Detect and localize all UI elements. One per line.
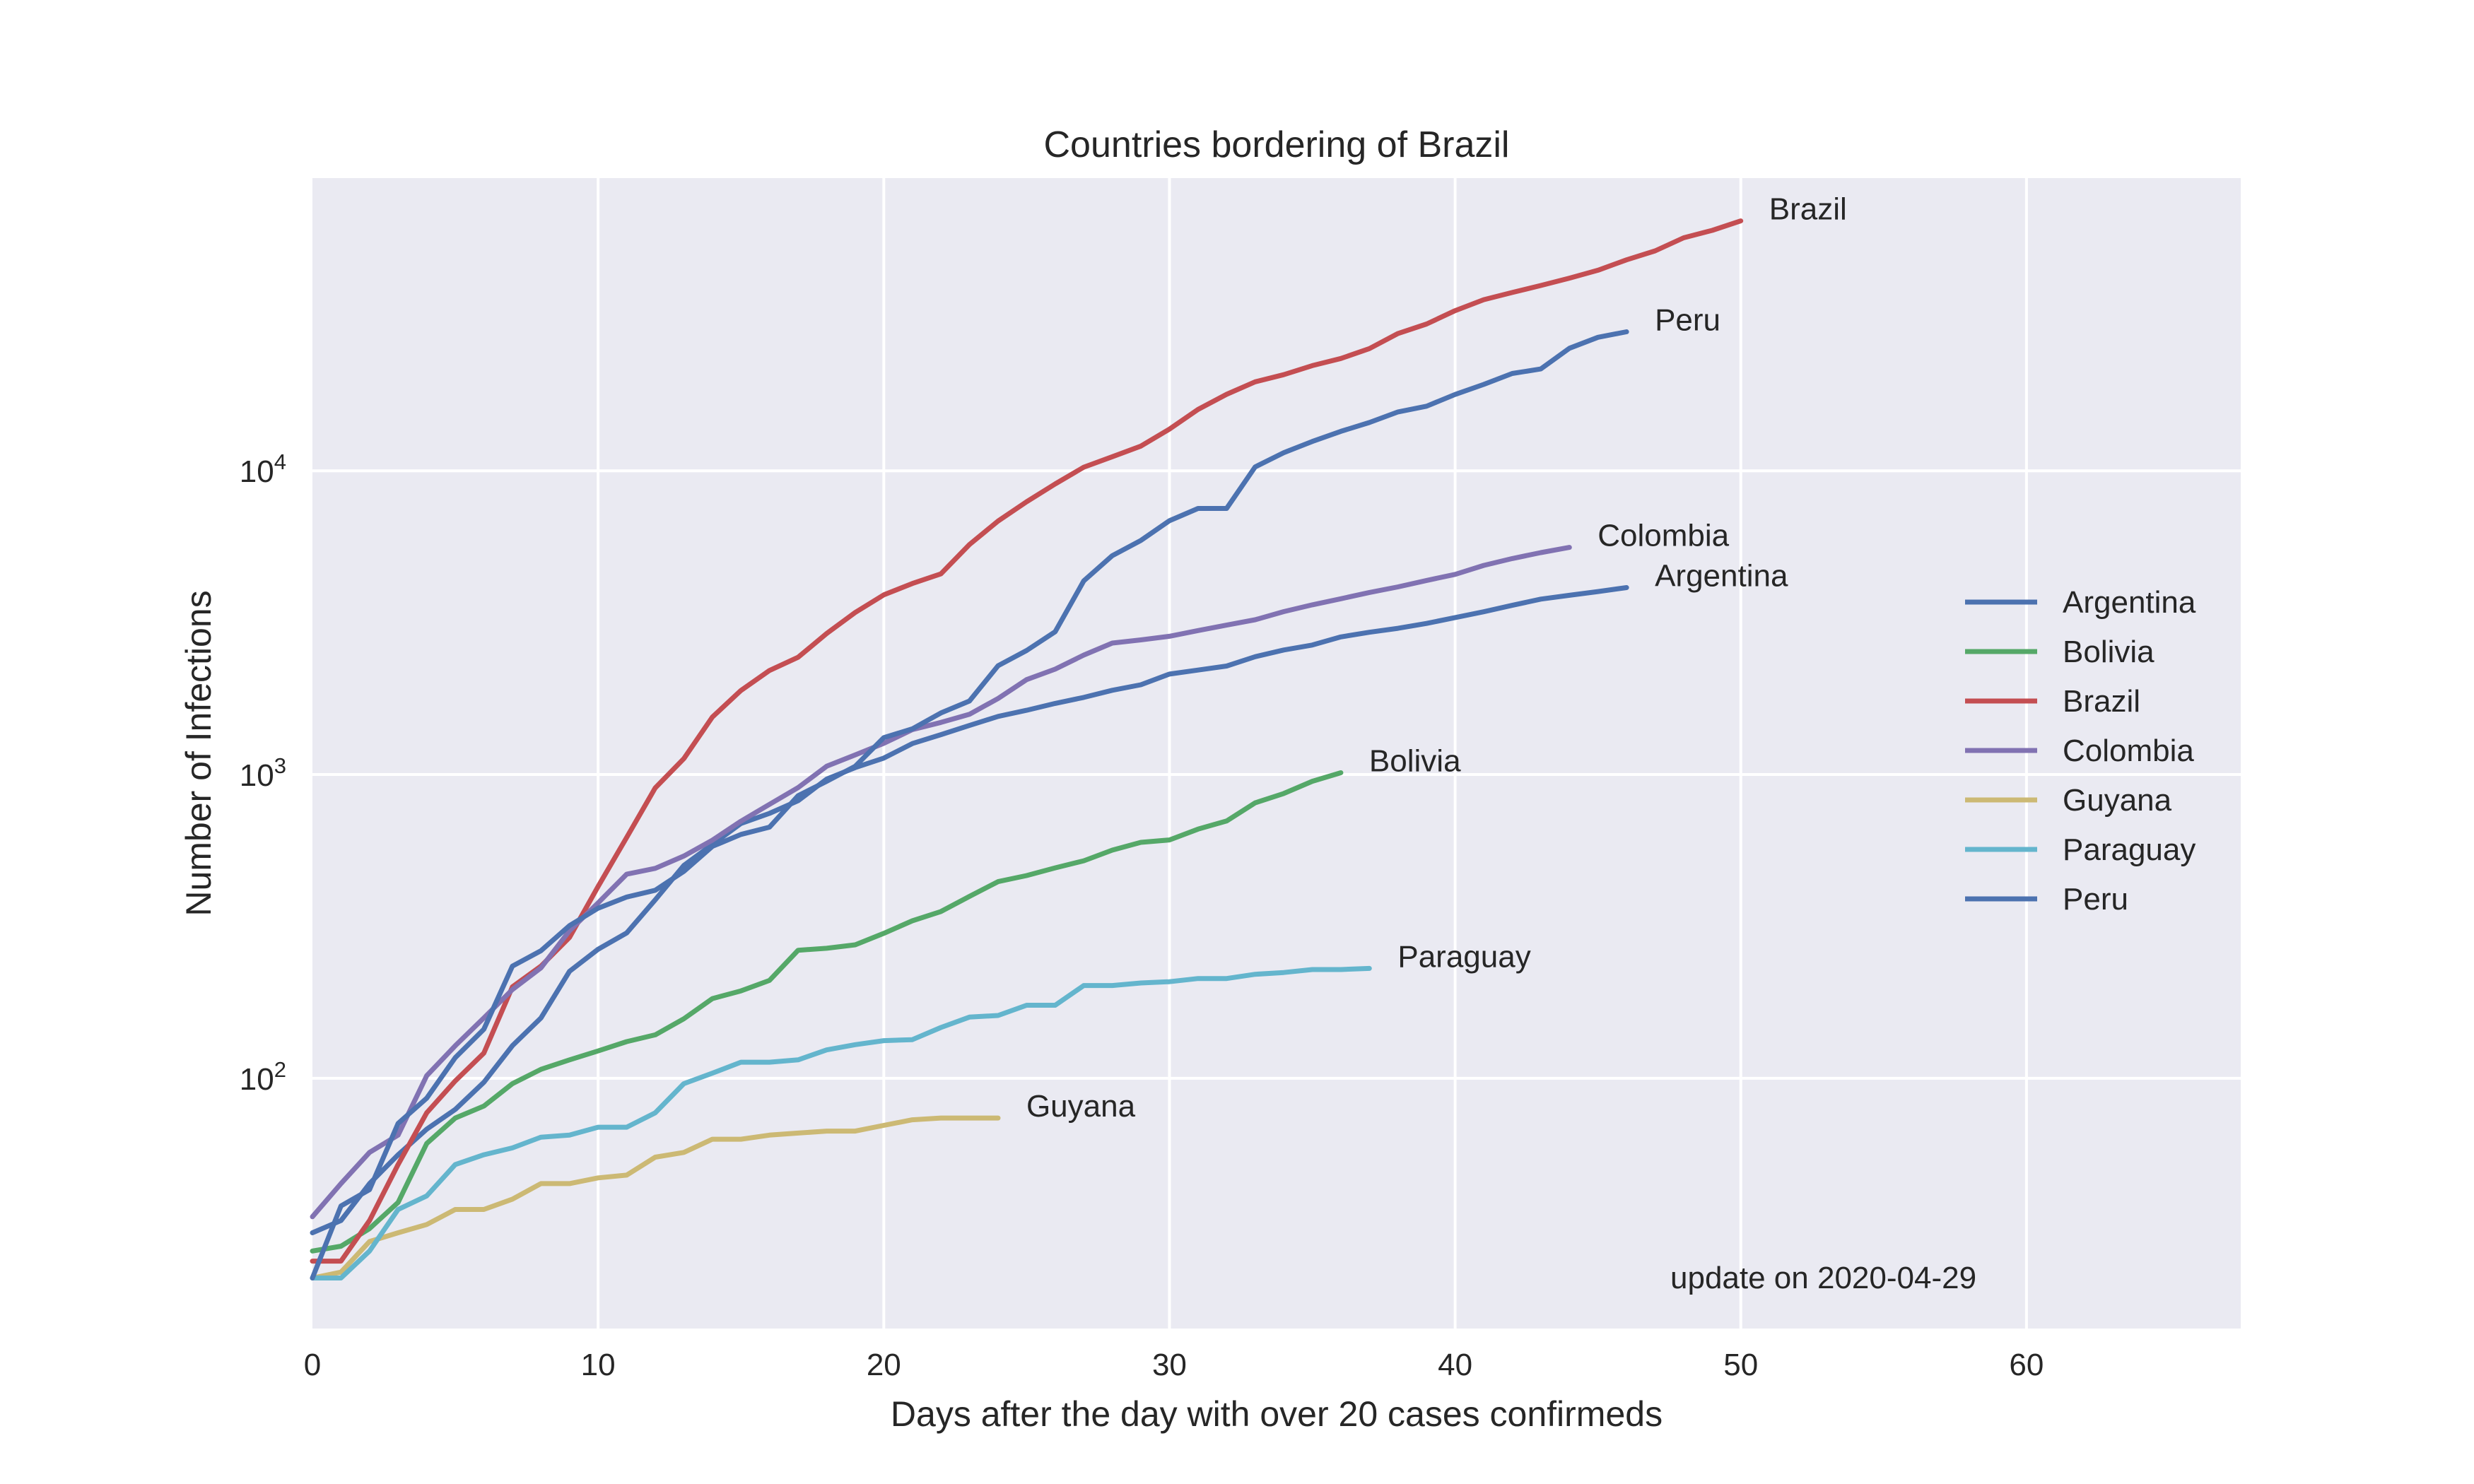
- legend-item-argentina: Argentina: [2063, 585, 2196, 620]
- x-tick-label: 20: [867, 1348, 901, 1382]
- plot-background: [312, 178, 2241, 1329]
- series-lines: [310, 218, 1744, 1280]
- y-tick-label: 102: [240, 1057, 286, 1097]
- series-label-paraguay: Paraguay: [1397, 939, 1530, 974]
- series-line-peru: [310, 329, 1629, 1280]
- x-tick-label: 30: [1152, 1348, 1187, 1382]
- x-axis-label: Days after the day with over 20 cases co…: [891, 1394, 1663, 1434]
- legend-item-colombia: Colombia: [2063, 734, 2194, 768]
- y-tick-label: 104: [240, 449, 286, 489]
- series-end-labels: Argentina Bolivia Brazil Colombia Guyana Para…: [1026, 192, 1847, 1124]
- series-label-bolivia: Bolivia: [1369, 743, 1461, 778]
- legend-item-guyana: Guyana: [2063, 783, 2172, 818]
- x-tick-label: 60: [2009, 1348, 2044, 1382]
- series-line-paraguay: [310, 965, 1372, 1280]
- series-line-argentina: [310, 585, 1629, 1235]
- legend: Argentina Bolivia Brazil Colombia Guyana Para…: [1965, 585, 2196, 917]
- chart-title: Countries bordering of Brazil: [1044, 124, 1510, 165]
- y-axis-label: Number of Infections: [179, 590, 218, 916]
- axis-ticks: 0 10 20 30 40 50 60 102 103 104: [240, 449, 2044, 1382]
- grid-lines: [312, 178, 2241, 1329]
- series-label-peru: Peru: [1655, 302, 1720, 337]
- legend-item-brazil: Brazil: [2063, 684, 2140, 719]
- series-label-guyana: Guyana: [1026, 1089, 1136, 1124]
- y-tick-label: 103: [240, 753, 286, 793]
- legend-item-paraguay: Paraguay: [2063, 832, 2195, 867]
- legend-item-bolivia: Bolivia: [2063, 635, 2155, 669]
- series-line-colombia: [310, 545, 1572, 1220]
- series-line-guyana: [310, 1115, 1001, 1280]
- series-label-argentina: Argentina: [1655, 558, 1788, 593]
- x-tick-label: 0: [304, 1348, 321, 1382]
- x-tick-label: 10: [581, 1348, 616, 1382]
- x-tick-label: 40: [1438, 1348, 1472, 1382]
- series-line-bolivia: [310, 770, 1344, 1254]
- series-label-colombia: Colombia: [1597, 519, 1729, 553]
- series-label-brazil: Brazil: [1769, 192, 1847, 227]
- legend-item-peru: Peru: [2063, 882, 2128, 917]
- update-annotation: update on 2020-04-29: [1670, 1261, 1976, 1295]
- x-tick-label: 50: [1723, 1348, 1758, 1382]
